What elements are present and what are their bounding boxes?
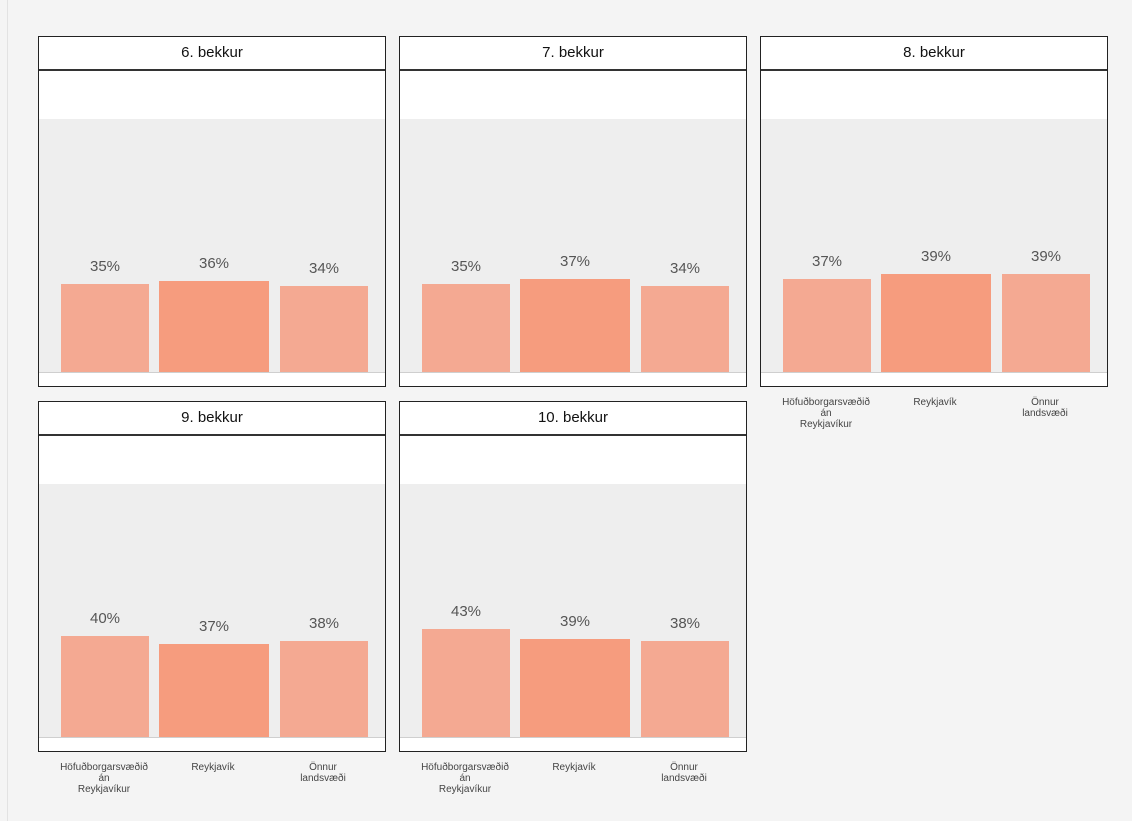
chart-panel: 9. bekkur 40% 37% 38%	[38, 401, 386, 752]
panel-title: 6. bekkur	[39, 37, 385, 71]
bar-value-label: 37%	[559, 253, 591, 270]
bar	[520, 279, 630, 372]
panel-title: 9. bekkur	[39, 402, 385, 436]
bar-value-label: 37%	[198, 618, 230, 635]
bar-value-label: 38%	[669, 615, 701, 632]
bar-value-label: 34%	[308, 260, 340, 277]
bar-value-label: 37%	[811, 253, 843, 270]
bar-value-label: 38%	[308, 615, 340, 632]
bar-value-label: 35%	[89, 258, 121, 275]
bar	[280, 286, 368, 372]
bar-value-label: 39%	[559, 613, 591, 630]
chart-panel: 7. bekkur 35% 37% 34%	[399, 36, 747, 387]
x-axis-category-label: Höfuðborgarsvæðið án Reykjavíkur	[60, 762, 148, 795]
bar-value-label: 36%	[198, 255, 230, 272]
x-axis-category-label: Höfuðborgarsvæðið án Reykjavíkur	[421, 762, 509, 795]
panel-title: 10. bekkur	[400, 402, 746, 436]
left-frame-line	[7, 0, 8, 821]
x-axis-category-label: Önnur landsvæði	[661, 762, 707, 784]
bar	[1002, 274, 1090, 372]
bar-value-label: 34%	[669, 260, 701, 277]
bar	[520, 639, 630, 737]
panel-title: 7. bekkur	[400, 37, 746, 71]
x-axis-category-label: Höfuðborgarsvæðið án Reykjavíkur	[782, 397, 870, 430]
chart-panel: 6. bekkur 35% 36% 34%	[38, 36, 386, 387]
baseline	[400, 372, 746, 373]
panel-title: 8. bekkur	[761, 37, 1107, 71]
chart-panel: 10. bekkur 43% 39% 38%	[399, 401, 747, 752]
x-axis-category-label: Reykjavík	[552, 762, 596, 773]
x-axis-category-label: Reykjavík	[913, 397, 957, 408]
bar	[61, 636, 149, 737]
x-axis-category-label: Önnur landsvæði	[300, 762, 346, 784]
bar	[422, 284, 510, 372]
bar-value-label: 40%	[89, 610, 121, 627]
bar	[159, 644, 269, 737]
bar	[422, 629, 510, 737]
baseline	[400, 737, 746, 738]
bar	[783, 279, 871, 372]
bar-value-label: 39%	[920, 248, 952, 265]
bar	[280, 641, 368, 737]
bar-value-label: 39%	[1030, 248, 1062, 265]
bar-value-label: 35%	[450, 258, 482, 275]
x-axis-category-label: Önnur landsvæði	[1022, 397, 1068, 419]
chart-panel: 8. bekkur 37% 39% 39%	[760, 36, 1108, 387]
bar-value-label: 43%	[450, 603, 482, 620]
baseline	[39, 372, 385, 373]
bar	[61, 284, 149, 372]
bar	[881, 274, 991, 372]
baseline	[39, 737, 385, 738]
x-axis-category-label: Reykjavík	[191, 762, 235, 773]
baseline	[761, 372, 1107, 373]
bar	[159, 281, 269, 372]
bar	[641, 641, 729, 737]
bar	[641, 286, 729, 372]
